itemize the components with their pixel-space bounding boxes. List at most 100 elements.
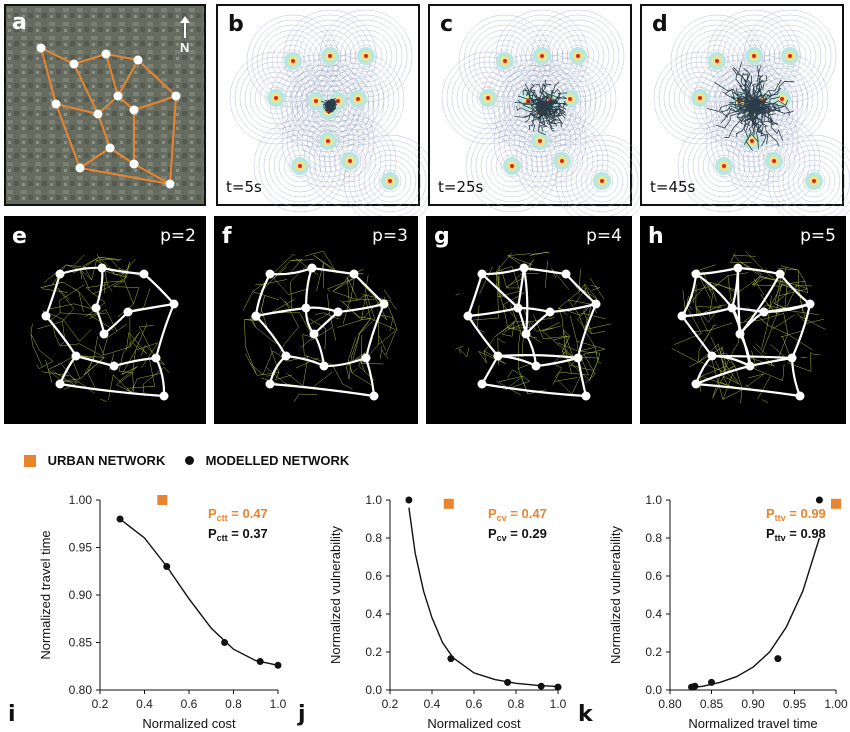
mesh-edge xyxy=(80,269,92,281)
x-tick-label: 0.95 xyxy=(783,697,807,711)
agent-trail xyxy=(719,102,755,113)
source-point xyxy=(780,97,784,101)
panel-letter: j xyxy=(298,702,306,727)
contour-line xyxy=(585,164,619,198)
x-tick-label: 0.2 xyxy=(92,697,109,711)
network-edge xyxy=(680,272,698,318)
mesh-edge xyxy=(507,253,531,256)
mesh-edge xyxy=(699,277,711,300)
mesh-layer xyxy=(30,253,170,402)
agent-trail xyxy=(541,94,560,107)
network-node xyxy=(265,379,275,389)
network-node xyxy=(109,361,119,371)
mesh-edge xyxy=(359,319,375,334)
mesh-edge xyxy=(351,368,358,374)
mesh-edge xyxy=(113,374,132,393)
y-tick-label: 0.80 xyxy=(69,683,93,697)
mesh-edge xyxy=(567,299,580,315)
contour-line xyxy=(288,154,312,178)
network-node xyxy=(581,391,591,401)
mesh-edge xyxy=(381,314,388,321)
mesh-edge xyxy=(149,358,156,387)
x-axis-label: Normalized cost xyxy=(427,716,521,731)
mesh-edge xyxy=(720,305,722,308)
p-label: p=3 xyxy=(372,226,408,246)
mesh-edge xyxy=(795,285,813,287)
x-tick-label: 0.2 xyxy=(382,697,399,711)
mesh-edge xyxy=(723,376,740,385)
mesh-edge xyxy=(47,363,62,370)
source-point xyxy=(486,96,490,100)
panel-g: g p=4 xyxy=(426,216,632,424)
agent-trail xyxy=(753,104,790,117)
agent-trail xyxy=(745,98,757,107)
contour-line xyxy=(687,129,761,203)
mesh-edge xyxy=(530,317,555,322)
network-node xyxy=(379,299,389,309)
contour-line xyxy=(344,34,388,78)
network-edge xyxy=(268,266,314,276)
mesh-edge xyxy=(511,321,515,337)
mesh-edge xyxy=(352,333,361,362)
y-tick-label: 0.2 xyxy=(645,645,662,659)
contour-line xyxy=(782,149,846,213)
network-node xyxy=(113,91,123,101)
panel-c: c t=25s xyxy=(428,4,649,228)
mesh-edge xyxy=(709,322,733,331)
mesh-edge xyxy=(361,318,371,321)
mesh-edge xyxy=(571,375,581,395)
network-node xyxy=(349,269,359,279)
mesh-edge xyxy=(370,318,396,330)
legend: URBAN NETWORK MODELLED NETWORK xyxy=(24,452,349,468)
mesh-edge xyxy=(105,309,118,333)
contour-line xyxy=(682,124,766,208)
mesh-edge xyxy=(383,289,392,301)
agent-trail xyxy=(753,102,785,110)
contour-line xyxy=(263,129,337,203)
mesh-edge xyxy=(574,287,587,306)
mesh-edge xyxy=(102,354,104,356)
network-edge xyxy=(312,332,326,368)
network-node xyxy=(319,361,329,371)
contour-line xyxy=(268,134,332,198)
mesh-edge xyxy=(332,277,355,292)
panel-letter: c xyxy=(440,12,454,37)
mesh-edge xyxy=(389,317,394,331)
mesh-edge xyxy=(787,334,813,351)
panel-d: d t=45s xyxy=(640,4,850,228)
agent-trail xyxy=(743,105,757,146)
contour-line xyxy=(258,124,342,208)
mesh-edge xyxy=(290,281,293,309)
mesh-edge xyxy=(37,321,63,330)
mesh-edge xyxy=(691,283,719,292)
mesh-edge xyxy=(103,346,131,356)
mesh-edge xyxy=(80,269,83,280)
p-label: p=2 xyxy=(160,226,196,246)
source-point xyxy=(576,54,580,58)
mesh-edge xyxy=(374,296,388,321)
network-node xyxy=(759,307,769,317)
legend-modelled-marker xyxy=(184,456,194,466)
mesh-edge xyxy=(59,340,66,347)
agent-trails xyxy=(514,79,569,136)
source-point xyxy=(314,99,318,103)
modelled-point xyxy=(815,496,823,504)
mesh-edge xyxy=(497,337,506,344)
mesh-edge xyxy=(563,329,574,357)
network-node xyxy=(745,361,755,371)
contour-line xyxy=(323,134,377,188)
mesh-edge xyxy=(143,288,151,308)
mesh-edge xyxy=(78,291,84,312)
network-node xyxy=(591,299,601,309)
contour-line xyxy=(551,29,605,83)
x-tick-label: 1.0 xyxy=(550,697,567,711)
network-node xyxy=(165,179,175,189)
mesh-edge xyxy=(86,284,108,288)
road-edge xyxy=(55,103,99,115)
y-tick-label: 1.00 xyxy=(69,493,93,507)
agent-trail xyxy=(325,102,333,110)
mesh-edge xyxy=(780,330,805,338)
mesh-edge xyxy=(724,358,730,372)
network-edge xyxy=(564,272,598,306)
mesh-edge xyxy=(584,323,612,331)
